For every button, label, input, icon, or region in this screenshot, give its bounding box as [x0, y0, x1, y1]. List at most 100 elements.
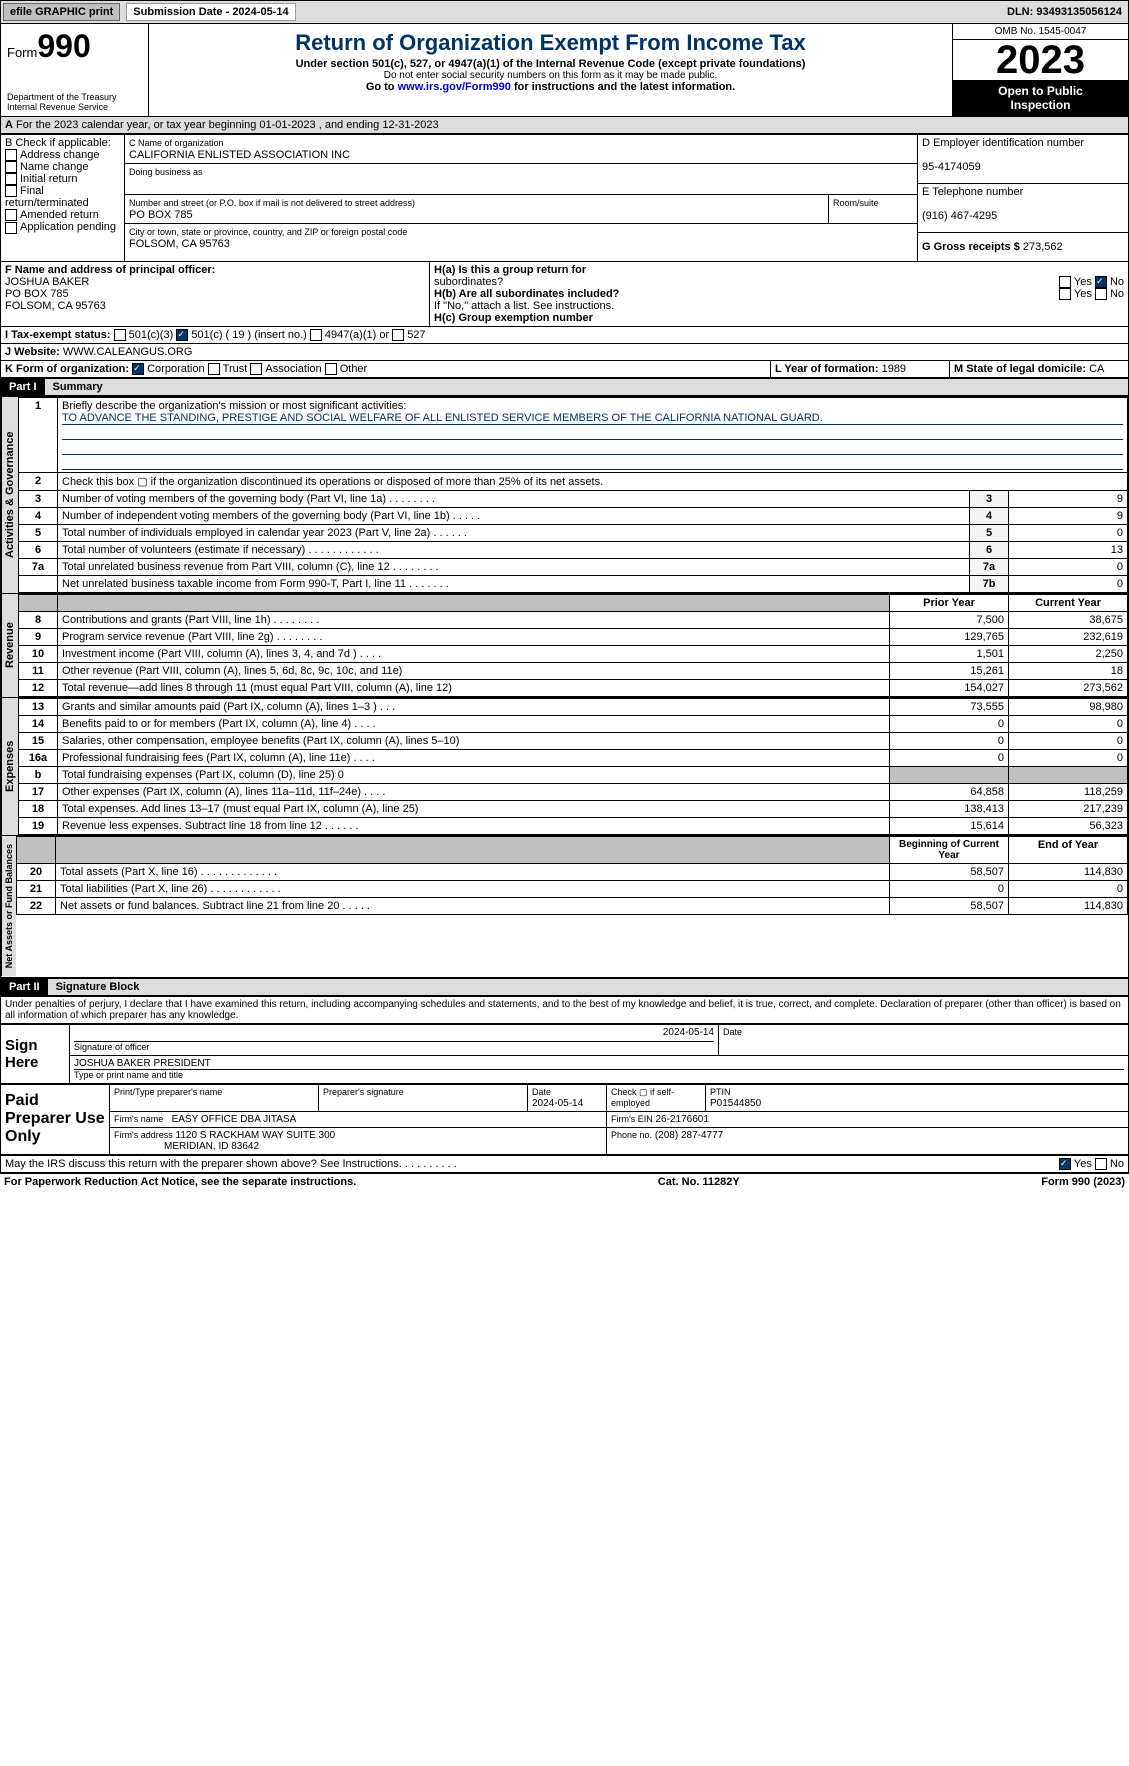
- firm-name: EASY OFFICE DBA JITASA: [172, 1114, 297, 1125]
- table-row: 14Benefits paid to or for members (Part …: [19, 716, 1128, 733]
- officer-name: JOSHUA BAKER: [5, 276, 89, 288]
- cat-no: Cat. No. 11282Y: [658, 1176, 740, 1188]
- firm-ein-label: Firm's EIN: [611, 1114, 653, 1124]
- ptin-value: P01544850: [710, 1098, 761, 1109]
- officer-street: PO BOX 785: [5, 288, 69, 300]
- k-other-checkbox[interactable]: [325, 363, 337, 375]
- hb-label: H(b) Are all subordinates included?: [434, 288, 619, 300]
- preparer-sig-label: Preparer's signature: [323, 1087, 404, 1097]
- sig-date: 2024-05-14: [74, 1027, 714, 1042]
- l-label: L Year of formation:: [775, 363, 879, 375]
- officer-name-title: JOSHUA BAKER PRESIDENT: [74, 1058, 1124, 1070]
- ha-yes-checkbox[interactable]: [1059, 276, 1071, 288]
- firm-phone: (208) 287-4777: [655, 1130, 723, 1141]
- submission-date: Submission Date - 2024-05-14: [126, 3, 295, 21]
- form-title: Return of Organization Exempt From Incom…: [155, 30, 946, 56]
- dba-label: Doing business as: [129, 167, 203, 177]
- section-a: A For the 2023 calendar year, or tax yea…: [0, 116, 1129, 134]
- table-row: 11Other revenue (Part VIII, column (A), …: [19, 663, 1128, 680]
- vlabel-expenses: Expenses: [1, 698, 18, 835]
- beg-year-header: Beginning of Current Year: [890, 837, 1009, 864]
- i-label: I Tax-exempt status:: [5, 329, 111, 341]
- table-row: 7aTotal unrelated business revenue from …: [19, 559, 1128, 576]
- table-row: 17Other expenses (Part IX, column (A), l…: [19, 784, 1128, 801]
- part2-header: Part II: [1, 979, 48, 995]
- sig-date-label: Date: [723, 1027, 742, 1037]
- form-footer: Form 990 (2023): [1041, 1176, 1125, 1188]
- preparer-name-label: Print/Type preparer's name: [114, 1087, 222, 1097]
- g-receipts-value: 273,562: [1023, 241, 1063, 253]
- firm-name-label: Firm's name: [114, 1114, 163, 1124]
- preparer-date: 2024-05-14: [532, 1098, 583, 1109]
- c-name-label: C Name of organization: [129, 138, 224, 148]
- e-phone-value: (916) 467-4295: [922, 210, 997, 222]
- mission-text: TO ADVANCE THE STANDING, PRESTIGE AND SO…: [62, 412, 1123, 425]
- form-number: Form990: [7, 28, 142, 65]
- firm-addr1: 1120 S RACKHAM WAY SUITE 300: [176, 1130, 336, 1141]
- table-row: 6Total number of volunteers (estimate if…: [19, 542, 1128, 559]
- top-bar: efile GRAPHIC print Submission Date - 20…: [0, 0, 1129, 24]
- hb-yes-checkbox[interactable]: [1059, 288, 1071, 300]
- ha-no-checkbox[interactable]: [1095, 276, 1107, 288]
- efile-button[interactable]: efile GRAPHIC print: [3, 3, 120, 21]
- sign-here-label: Sign Here: [1, 1024, 70, 1083]
- table-row: 10Investment income (Part VIII, column (…: [19, 646, 1128, 663]
- declaration-text: Under penalties of perjury, I declare th…: [0, 996, 1129, 1024]
- room-label: Room/suite: [833, 198, 879, 208]
- hb-note: If "No," attach a list. See instructions…: [434, 300, 1124, 312]
- open-inspection: Open to PublicInspection: [953, 80, 1128, 116]
- firm-addr2: MERIDIAN, ID 83642: [164, 1141, 259, 1152]
- table-row: 18Total expenses. Add lines 13–17 (must …: [19, 801, 1128, 818]
- d-ein-value: 95-4174059: [922, 161, 981, 173]
- i-501c3-checkbox[interactable]: [114, 329, 126, 341]
- form-header: Form990 Department of the TreasuryIntern…: [0, 24, 1129, 116]
- irs-link[interactable]: www.irs.gov/Form990: [398, 81, 511, 93]
- hb-no-checkbox[interactable]: [1095, 288, 1107, 300]
- org-name: CALIFORNIA ENLISTED ASSOCIATION INC: [129, 149, 350, 161]
- i-501c-checkbox[interactable]: [176, 329, 188, 341]
- table-row: Net unrelated business taxable income fr…: [19, 576, 1128, 593]
- prior-year-header: Prior Year: [890, 595, 1009, 612]
- table-row: 8Contributions and grants (Part VIII, li…: [19, 612, 1128, 629]
- preparer-date-label: Date: [532, 1087, 551, 1097]
- table-row: 13Grants and similar amounts paid (Part …: [19, 699, 1128, 716]
- current-year-header: Current Year: [1009, 595, 1128, 612]
- discuss-yes-checkbox[interactable]: [1059, 1158, 1071, 1170]
- i-4947-checkbox[interactable]: [310, 329, 322, 341]
- city-value: FOLSOM, CA 95763: [129, 238, 230, 250]
- k-assoc-checkbox[interactable]: [250, 363, 262, 375]
- b-checkbox-item: Name change: [5, 161, 120, 173]
- discuss-no-checkbox[interactable]: [1095, 1158, 1107, 1170]
- street-label: Number and street (or P.O. box if mail i…: [129, 198, 415, 208]
- m-value: CA: [1089, 363, 1104, 375]
- i-527-checkbox[interactable]: [392, 329, 404, 341]
- type-name-label: Type or print name and title: [74, 1070, 183, 1080]
- g-receipts-label: G Gross receipts $: [922, 241, 1020, 253]
- ptin-label: PTIN: [710, 1087, 731, 1097]
- b-checkbox-item: Amended return: [5, 209, 120, 221]
- k-label: K Form of organization:: [5, 363, 129, 375]
- self-employed-label: Check ▢ if self-employed: [611, 1087, 674, 1108]
- table-row: bTotal fundraising expenses (Part IX, co…: [19, 767, 1128, 784]
- m-label: M State of legal domicile:: [954, 363, 1086, 375]
- table-row: 15Salaries, other compensation, employee…: [19, 733, 1128, 750]
- table-row: 9Program service revenue (Part VIII, lin…: [19, 629, 1128, 646]
- q2-text: Check this box ▢ if the organization dis…: [58, 473, 1128, 491]
- part1-title: Summary: [45, 379, 1128, 395]
- table-row: 5Total number of individuals employed in…: [19, 525, 1128, 542]
- table-row: 20Total assets (Part X, line 16) . . . .…: [17, 864, 1128, 881]
- b-checkbox-item: Initial return: [5, 173, 120, 185]
- hc-label: H(c) Group exemption number: [434, 312, 593, 324]
- k-corp-checkbox[interactable]: [132, 363, 144, 375]
- b-checkbox-item: Final return/terminated: [5, 185, 120, 209]
- officer-city: FOLSOM, CA 95763: [5, 300, 106, 312]
- tax-year: 2023: [953, 40, 1128, 80]
- q1-label: Briefly describe the organization's miss…: [62, 400, 406, 412]
- discuss-question: May the IRS discuss this return with the…: [5, 1158, 457, 1170]
- l-value: 1989: [882, 363, 906, 375]
- street-value: PO BOX 785: [129, 209, 193, 221]
- table-row: 4Number of independent voting members of…: [19, 508, 1128, 525]
- firm-ein: 26-2176601: [656, 1114, 709, 1125]
- b-checkbox-item: Address change: [5, 149, 120, 161]
- k-trust-checkbox[interactable]: [208, 363, 220, 375]
